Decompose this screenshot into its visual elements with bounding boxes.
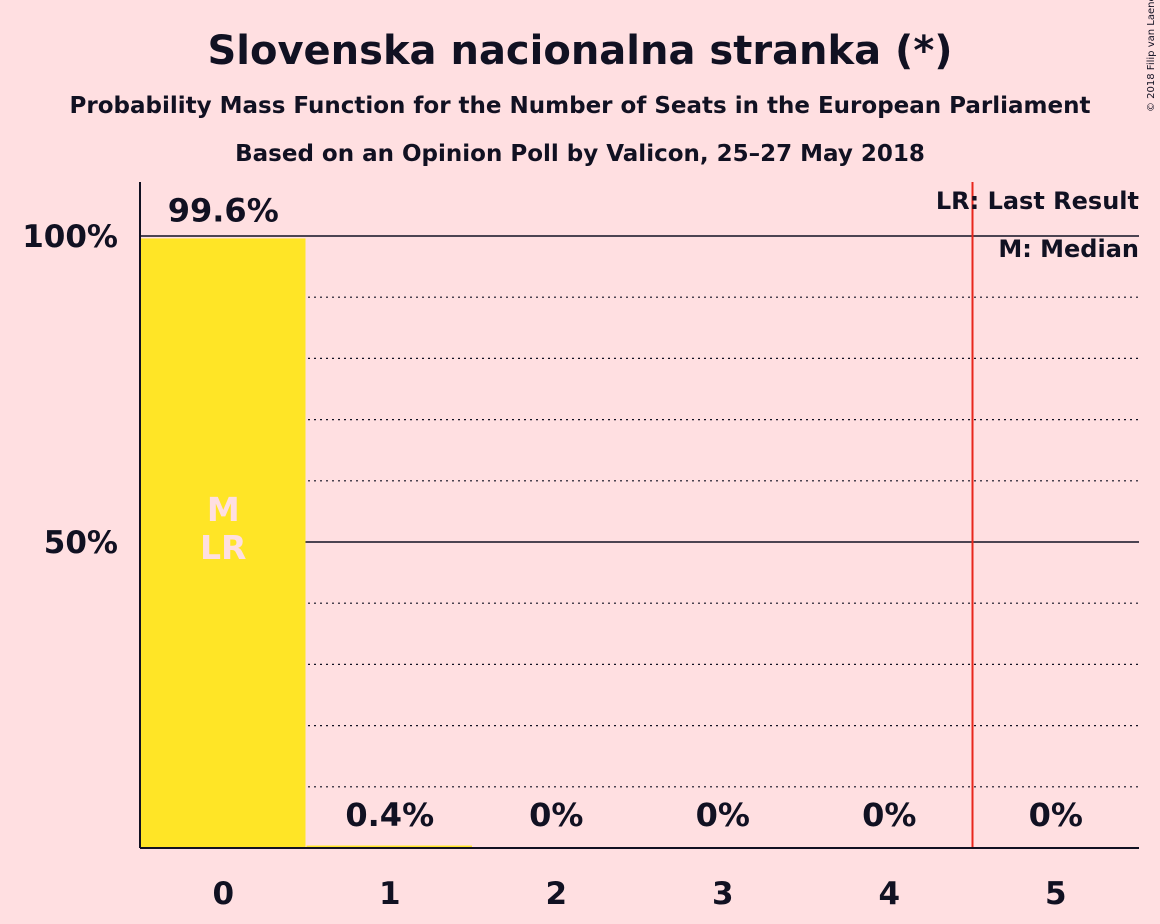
copyright-text: © 2018 Filip van Laenen xyxy=(1146,0,1157,112)
bar xyxy=(140,238,306,848)
bar xyxy=(306,845,472,848)
y-tick-label: 100% xyxy=(22,219,118,255)
bar-value-label: 0% xyxy=(862,796,916,834)
x-tick-label: 1 xyxy=(379,876,401,912)
x-tick-label: 3 xyxy=(712,876,734,912)
bar-value-label: 0% xyxy=(529,796,583,834)
chart-subtitle-1: Probability Mass Function for the Number… xyxy=(70,93,1091,119)
x-tick-label: 4 xyxy=(878,876,900,912)
chart-subtitle-2: Based on an Opinion Poll by Valicon, 25–… xyxy=(235,141,925,167)
legend-median: M: Median xyxy=(998,235,1139,263)
legend-last-result: LR: Last Result xyxy=(936,187,1139,215)
y-tick-label: 50% xyxy=(44,525,118,561)
bar-value-label: 0% xyxy=(696,796,750,834)
x-tick-label: 0 xyxy=(212,876,234,912)
axes: 50% 100% 0 1 2 3 4 5 xyxy=(22,182,1139,912)
bars xyxy=(140,238,472,848)
median-marker: M xyxy=(207,490,240,529)
x-tick-label: 5 xyxy=(1045,876,1067,912)
bar-value-label: 99.6% xyxy=(168,191,279,229)
bar-value-label: 0% xyxy=(1029,796,1083,834)
bar-value-label: 0.4% xyxy=(345,796,434,834)
x-tick-label: 2 xyxy=(545,876,567,912)
last-result-marker: LR xyxy=(200,528,246,567)
chart-title: Slovenska nacionalna stranka (*) xyxy=(207,28,952,74)
bar-value-labels: 99.6% 0.4% 0% 0% 0% 0% MLR xyxy=(168,191,1083,834)
